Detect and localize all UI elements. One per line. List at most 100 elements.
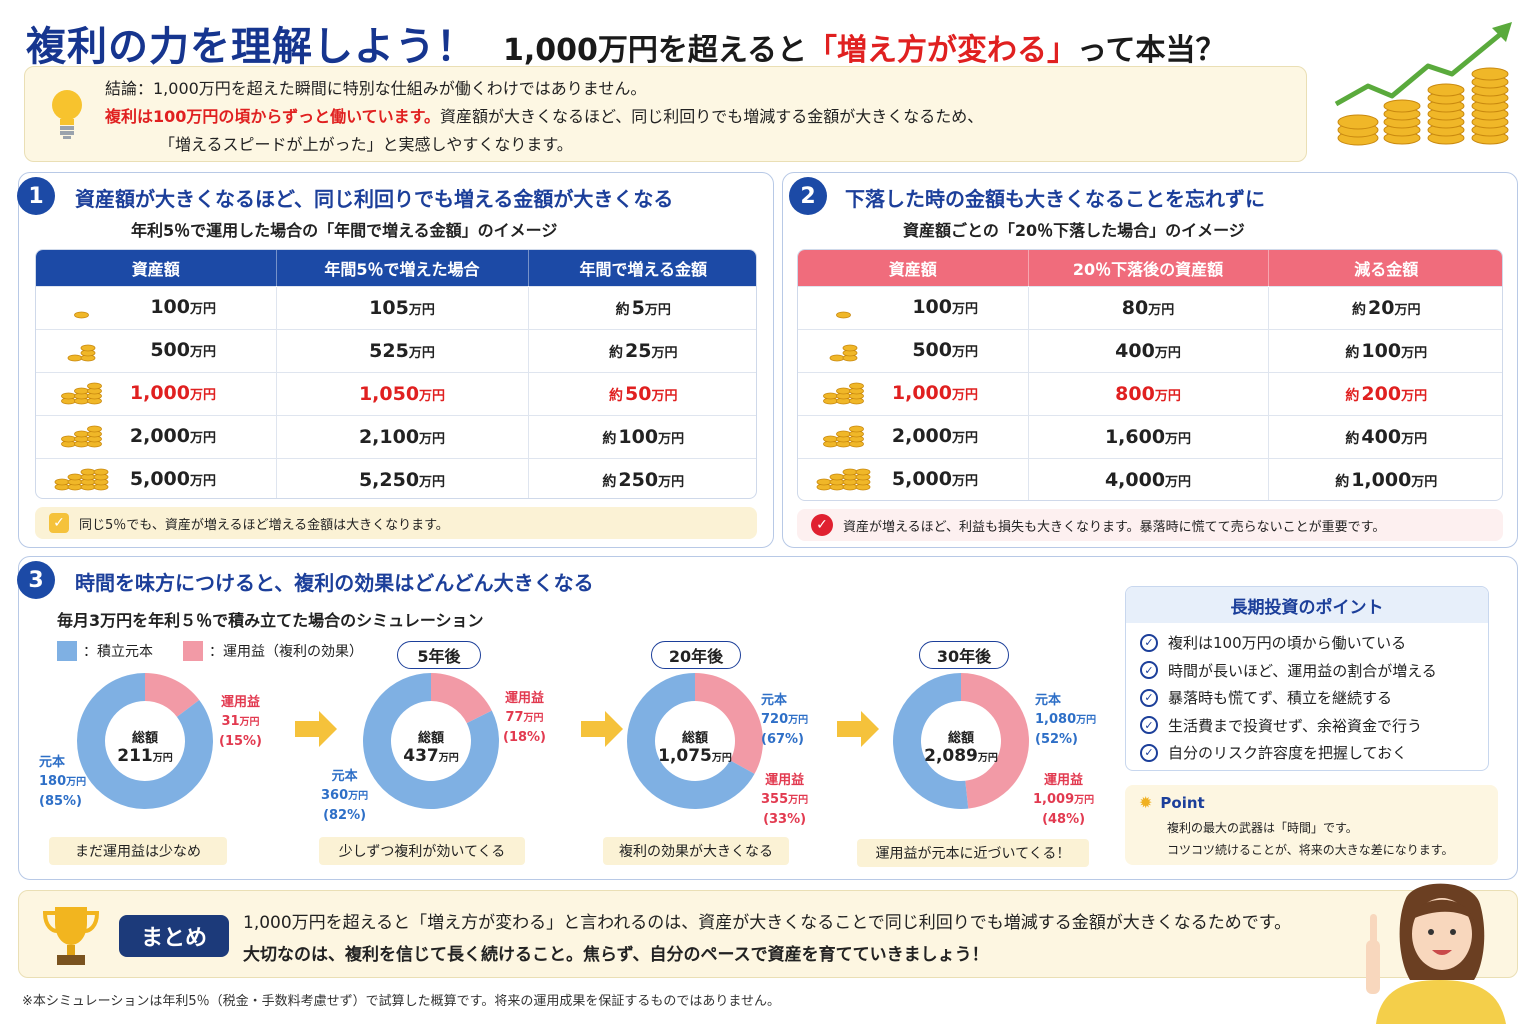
donut-principal-slice — [893, 673, 969, 809]
table-cell: 80万円 — [1028, 285, 1269, 329]
arrow-right-icon — [295, 711, 337, 747]
conclusion-line-3: 「増えるスピードが上がった」と実感しやすくなります。 — [159, 135, 573, 154]
chart-caption: 少しずつ複利が効いてくる — [319, 837, 525, 865]
table-row: 5,000万円 4,000万円約 1,000万円 — [798, 457, 1502, 500]
table-cell: 約 100万円 — [1268, 328, 1502, 372]
donut-hole — [392, 702, 470, 780]
table-cell: 1,600万円 — [1028, 414, 1269, 458]
table-cell: 5,250万円 — [276, 457, 529, 498]
table-cell: 約 100万円 — [528, 414, 756, 458]
principal-label: 元本 180万円 (85%) — [39, 755, 87, 809]
table-cell: 100万円 — [798, 285, 1029, 329]
chart-caption: まだ運用益は少なめ — [49, 837, 227, 865]
coin-stack-icon — [67, 344, 96, 362]
check-icon: ✓ — [1140, 633, 1158, 652]
table-header: 年間5％で増えた場合 — [276, 250, 529, 286]
donut-gain-slice — [431, 673, 492, 724]
chart-legend: ：積立元本 ：運用益（複利の効果） — [57, 641, 363, 661]
donut-gain-slice — [961, 673, 1029, 809]
donut-center: 総額 437万円 — [403, 731, 459, 766]
chart-caption: 複利の効果が大きくなる — [603, 837, 789, 865]
coin-stack-icon — [823, 382, 864, 405]
section1-subtitle: 年利5％で運用した場合の「年間で増える金額」のイメージ — [131, 221, 558, 240]
donut-gain-slice — [145, 673, 200, 717]
footnote: ※本シミュレーションは年利5％（税金・手数料考慮せず）で試算した概算です。将来の… — [22, 994, 780, 1009]
table-cell: 1,050万円 — [276, 371, 529, 415]
conclusion-line-2-rest: 資産額が大きくなるほど、同じ利回りでも増減する金額が大きくなるため、 — [440, 107, 984, 126]
coin-growth-illustration — [1334, 22, 1512, 146]
check-icon: ✓ — [1140, 743, 1158, 762]
point-box-line-1: 複利の最大の武器は「時間」です。 — [1167, 821, 1358, 835]
section1-number: 1 — [17, 177, 55, 215]
donut-principal-slice — [363, 673, 500, 809]
coin-stack-icon — [829, 344, 858, 362]
section1-panel: 1 資産額が大きくなるほど、同じ利回りでも増える金額が大きくなる 年利5％で運用… — [17, 172, 774, 548]
table-cell: 約 5万円 — [528, 285, 756, 329]
point-box-title: Point — [1160, 793, 1205, 812]
coin-stack-icon — [816, 468, 871, 491]
table-cell: 5,000万円 — [798, 457, 1029, 500]
conclusion-highlight: 複利は100万円の頃からずっと働いています。 — [105, 107, 440, 126]
period-pill: 20年後 — [651, 641, 741, 669]
check-icon: ✓ — [1140, 661, 1158, 680]
conclusion-box: 結論：1,000万円を超えた瞬間に特別な仕組みが働くわけではありません。 複利は… — [24, 66, 1307, 162]
table-header: 年間で増える金額 — [579, 259, 708, 279]
summary-box: まとめ 1,000万円を超えると「増え方が変わる」と言われるのは、資産が大きくな… — [18, 890, 1518, 978]
table-row: 2,000万円 2,100万円約 100万円 — [36, 414, 756, 458]
donut-principal-slice — [77, 673, 214, 809]
table-cell: 500万円 — [36, 328, 277, 372]
page-title: 複利の力を理解しよう！ 1,000万円を超えると「増え方が変わる」って本当？ — [26, 14, 1226, 72]
points-title: 長期投資のポイント — [1126, 587, 1488, 623]
lightbulb-icon — [52, 90, 82, 139]
gain-label: 運用益 355万円 (33%) — [761, 773, 809, 827]
conclusion-line-2: 複利は100万円の頃からずっと働いています。資産額が大きくなるほど、同じ利回りで… — [105, 103, 983, 131]
table-row: 1,000万円 800万円約 200万円 — [798, 371, 1502, 415]
table-cell: 約 1,000万円 — [1268, 457, 1502, 500]
donut-gain-slice — [695, 673, 763, 774]
principal-label: 元本 1,080万円 (52%) — [1035, 693, 1097, 747]
points-box: 長期投資のポイント ✓ 複利は100万円の頃から働いている ✓ 時間が長いほど、運用… — [1125, 586, 1489, 771]
gain-label: 運用益 31万円 (15%) — [219, 695, 262, 749]
table-cell: 約 250万円 — [528, 457, 756, 498]
table-cell: 約 400万円 — [1268, 414, 1502, 458]
list-item: ✓ 時間が長いほど、運用益の割合が増える — [1140, 657, 1488, 685]
coin-stack-icon — [823, 425, 864, 448]
section2-note: ✓ 資産が増えるほど、利益も損失も大きくなります。暴落時に慌てて売らないことが重… — [797, 509, 1503, 541]
list-item: ✓ 生活費まで投資せず、余裕資金で行う — [1140, 712, 1488, 740]
list-item: ✓ 自分のリスク許容度を把握しておく — [1140, 739, 1488, 767]
table-cell: 105万円 — [276, 285, 529, 329]
donut-hole — [656, 702, 734, 780]
conclusion-line-1: 結論：1,000万円を超えた瞬間に特別な仕組みが働くわけではありません。 — [105, 79, 647, 98]
check-icon: ✓ — [1140, 716, 1158, 735]
table-cell: 525万円 — [276, 328, 529, 372]
table-cell: 約 20万円 — [1268, 285, 1502, 329]
coin-stack-icon — [54, 468, 109, 491]
arrow-right-icon — [581, 711, 623, 747]
period-pill: 30年後 — [919, 641, 1009, 669]
chart-caption: 運用益が元本に近づいてくる！ — [857, 839, 1089, 867]
coin-stack-icon — [61, 382, 102, 405]
list-item: ✓ 複利は100万円の頃から働いている — [1140, 629, 1488, 657]
legend-principal: ：積立元本 — [83, 644, 153, 660]
principal-label: 元本 720万円 (67%) — [761, 693, 809, 747]
arrow-right-icon — [837, 711, 879, 747]
table-cell: 5,000万円 — [36, 457, 277, 498]
point-box: ✹ Point 複利の最大の武器は「時間」です。 コツコツ続けることが、将来の大… — [1125, 785, 1498, 865]
table-header: 資産額 — [36, 250, 277, 286]
table-cell: 2,000万円 — [798, 414, 1029, 458]
principal-label: 元本 360万円 (82%) — [321, 769, 369, 823]
section3-title: 時間を味方につけると、複利の効果はどんどん大きくなる — [75, 571, 594, 595]
table-cell: 100万円 — [36, 285, 277, 329]
table-row: 5,000万円 5,250万円約 250万円 — [36, 457, 756, 498]
title-subtitle: 1,000万円を超えると「増え方が変わる」って本当？ — [503, 25, 1226, 69]
table-header: 資産額 — [798, 250, 1029, 286]
section2-number: 2 — [789, 177, 827, 215]
summary-label: まとめ — [119, 915, 229, 957]
table-cell: 約 200万円 — [1268, 371, 1502, 415]
table-cell: 400万円 — [1028, 328, 1269, 372]
section3-number: 3 — [17, 561, 55, 599]
donut-center: 総額 2,089万円 — [924, 731, 998, 766]
legend-gain: ：運用益（複利の効果） — [209, 644, 363, 660]
title-main: 複利の力を理解しよう！ — [26, 24, 477, 70]
table-cell: 1,000万円 — [798, 371, 1029, 415]
